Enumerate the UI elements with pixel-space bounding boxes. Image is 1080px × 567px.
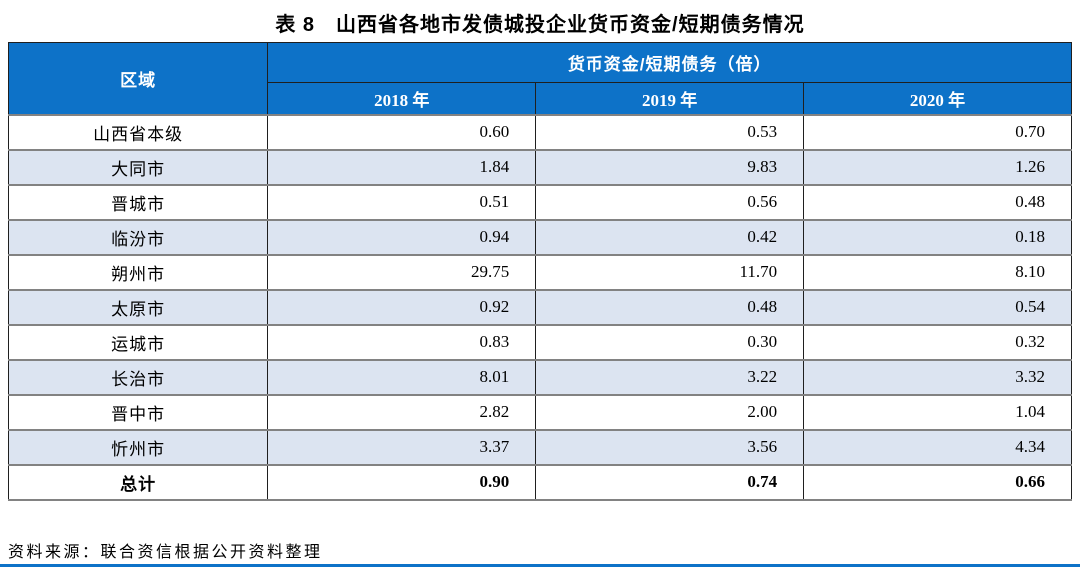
value-cell: 0.83 <box>267 323 537 361</box>
value-cell: 0.53 <box>535 113 805 151</box>
value-cell: 0.60 <box>267 113 537 151</box>
region-column-header: 区域 <box>7 42 269 115</box>
value-cell: 0.30 <box>535 323 805 361</box>
region-cell: 晋中市 <box>7 393 269 431</box>
year-header-2019: 2019 年 <box>535 82 805 115</box>
region-cell: 临汾市 <box>7 218 269 256</box>
header-row-group: 区域 货币资金/短期债务（倍） <box>7 42 1072 115</box>
value-cell: 0.70 <box>803 113 1072 151</box>
value-cell: 3.37 <box>267 428 537 466</box>
value-cell: 1.04 <box>803 393 1072 431</box>
table-header: 区域 货币资金/短期债务（倍） 2018 年 2019 年 2020 年 <box>7 42 1072 115</box>
value-cell: 0.18 <box>803 218 1072 256</box>
table-row: 运城市 0.83 0.30 0.32 <box>7 323 1072 361</box>
year-header-2018: 2018 年 <box>267 82 537 115</box>
region-cell: 运城市 <box>7 323 269 361</box>
region-cell: 总计 <box>7 463 269 501</box>
region-cell: 长治市 <box>7 358 269 396</box>
value-cell: 0.74 <box>535 463 805 501</box>
value-cell: 0.90 <box>267 463 537 501</box>
table-row: 太原市 0.92 0.48 0.54 <box>7 288 1072 326</box>
value-cell: 9.83 <box>535 148 805 186</box>
table-row: 朔州市 29.75 11.70 8.10 <box>7 253 1072 291</box>
value-cell: 0.48 <box>535 288 805 326</box>
table-row: 长治市 8.01 3.22 3.32 <box>7 358 1072 396</box>
table-body: 山西省本级 0.60 0.53 0.70 大同市 1.84 9.83 1.26 晋城市 0.51 0… <box>7 113 1072 501</box>
value-cell: 0.66 <box>803 463 1072 501</box>
value-cell: 3.32 <box>803 358 1072 396</box>
value-cell: 0.42 <box>535 218 805 256</box>
value-cell: 0.51 <box>267 183 537 221</box>
region-cell: 朔州市 <box>7 253 269 291</box>
value-cell: 3.22 <box>535 358 805 396</box>
value-cell: 1.26 <box>803 148 1072 186</box>
value-cell: 0.48 <box>803 183 1072 221</box>
region-cell: 太原市 <box>7 288 269 326</box>
value-cell: 4.34 <box>803 428 1072 466</box>
value-cell: 3.56 <box>535 428 805 466</box>
value-cell: 8.01 <box>267 358 537 396</box>
value-cell: 0.32 <box>803 323 1072 361</box>
header-row-years: 2018 年 2019 年 2020 年 <box>9 82 1072 115</box>
table-row: 晋中市 2.82 2.00 1.04 <box>7 393 1072 431</box>
table-row: 晋城市 0.51 0.56 0.48 <box>7 183 1072 221</box>
value-cell: 29.75 <box>267 253 537 291</box>
bottom-accent-rule <box>0 564 1080 567</box>
year-header-2020: 2020 年 <box>803 82 1072 115</box>
table-row: 临汾市 0.94 0.42 0.18 <box>7 218 1072 256</box>
monetary-debt-table: 区域 货币资金/短期债务（倍） 2018 年 2019 年 2020 年 山西省… <box>7 42 1072 501</box>
data-source-note: 资料来源：联合资信根据公开资料整理 <box>8 544 323 561</box>
value-cell: 11.70 <box>535 253 805 291</box>
value-cell: 0.94 <box>267 218 537 256</box>
table-title: 表 8 山西省各地市发债城投企业货币资金/短期债务情况 <box>275 14 805 36</box>
value-cell: 0.92 <box>267 288 537 326</box>
metric-group-header: 货币资金/短期债务（倍） <box>267 42 1072 83</box>
value-cell: 2.00 <box>535 393 805 431</box>
table-row: 忻州市 3.37 3.56 4.34 <box>7 428 1072 466</box>
value-cell: 2.82 <box>267 393 537 431</box>
value-cell: 8.10 <box>803 253 1072 291</box>
table-row: 山西省本级 0.60 0.53 0.70 <box>7 113 1072 151</box>
region-cell: 晋城市 <box>7 183 269 221</box>
value-cell: 0.56 <box>535 183 805 221</box>
table-row: 大同市 1.84 9.83 1.26 <box>7 148 1072 186</box>
table-row: 总计 0.90 0.74 0.66 <box>7 463 1072 501</box>
value-cell: 1.84 <box>267 148 537 186</box>
region-cell: 忻州市 <box>7 428 269 466</box>
value-cell: 0.54 <box>803 288 1072 326</box>
region-cell: 大同市 <box>7 148 269 186</box>
region-cell: 山西省本级 <box>7 113 269 151</box>
